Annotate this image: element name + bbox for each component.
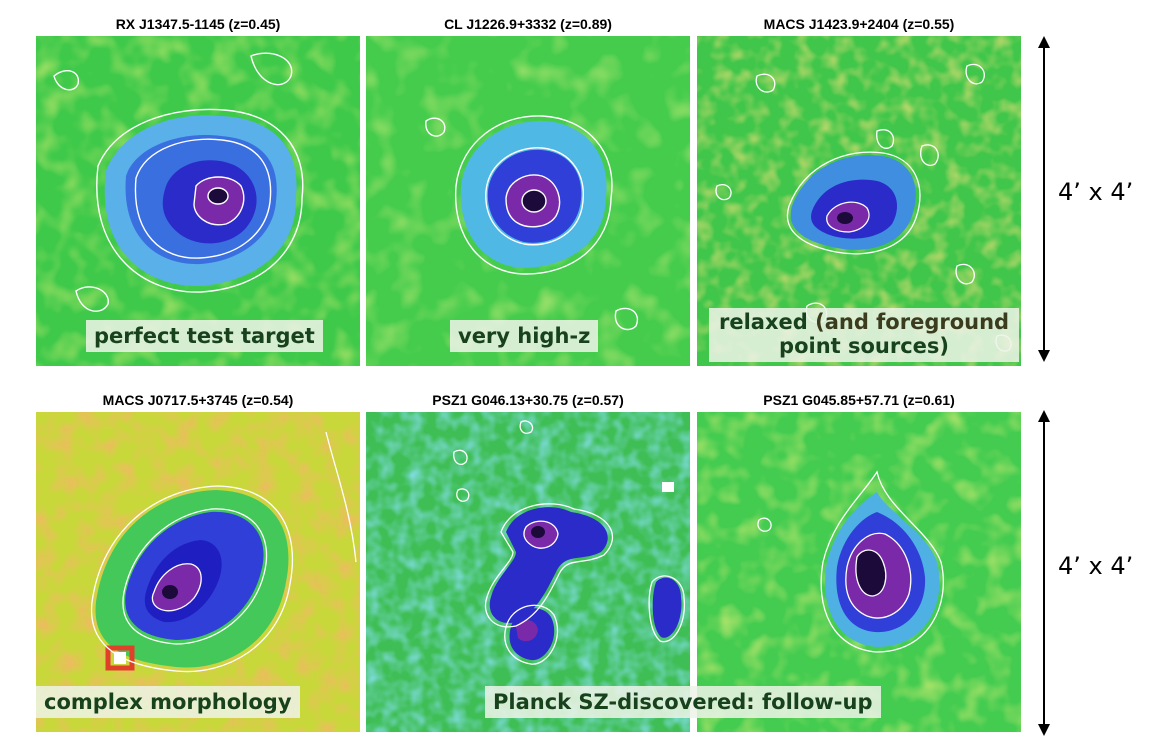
- sz-map-image: [366, 412, 690, 732]
- scale-label-bottom: 4’ x 4’: [1058, 552, 1134, 580]
- scale-arrow-top: [1038, 36, 1050, 362]
- panel-label: relaxed (and foreground point sources): [709, 308, 1020, 362]
- panel-title: PSZ1 G045.85+57.71 (z=0.61): [763, 392, 955, 408]
- panel-title: CL J1226.9+3332 (z=0.89): [444, 16, 612, 32]
- panel-title: RX J1347.5-1145 (z=0.45): [115, 16, 281, 32]
- sz-map-clj1226: [366, 36, 690, 366]
- panel-title: MACS J0717.5+3745 (z=0.54): [102, 392, 294, 408]
- panel-label: complex morphology: [36, 686, 300, 718]
- scale-label-top: 4’ x 4’: [1058, 178, 1134, 206]
- label-paren: (and foreground: [815, 310, 1010, 334]
- sz-map-rxj1347: [36, 36, 360, 366]
- sz-map-image: [36, 412, 360, 732]
- sz-map-psz1-g045: [697, 412, 1021, 732]
- panel-label: very high-z: [450, 320, 599, 352]
- sz-map-psz1-g046: [366, 412, 690, 732]
- panel-rxj1347: RX J1347.5-1145 (z=0.45) perfect: [36, 14, 360, 366]
- panel-macsj0717: MACS J0717.5+3745 (z=0.54) complex morph…: [36, 390, 360, 732]
- panel-title: MACS J1423.9+2404 (z=0.55): [763, 16, 955, 32]
- shared-followup-label: Planck SZ-discovered: follow-up: [485, 686, 881, 718]
- panel-label: perfect test target: [86, 320, 323, 352]
- panel-clj1226: CL J1226.9+3332 (z=0.89) very high-z: [366, 14, 690, 366]
- sz-map-image: [697, 412, 1021, 732]
- sz-map-macsj0717: [36, 412, 360, 732]
- panel-title: PSZ1 G046.13+30.75 (z=0.57): [432, 392, 624, 408]
- scale-arrow-bottom: [1038, 410, 1050, 736]
- label-line2: point sources): [779, 334, 950, 358]
- sz-map-image: [36, 36, 360, 366]
- panel-psz1-g045: PSZ1 G045.85+57.71 (z=0.61): [697, 390, 1021, 732]
- panel-psz1-g046: PSZ1 G046.13+30.75 (z=0.57): [366, 390, 690, 732]
- label-main: relaxed: [719, 310, 808, 334]
- panel-macsj1423: MACS J1423.9+2404 (z=0.55): [697, 14, 1021, 366]
- sz-map-image: [366, 36, 690, 366]
